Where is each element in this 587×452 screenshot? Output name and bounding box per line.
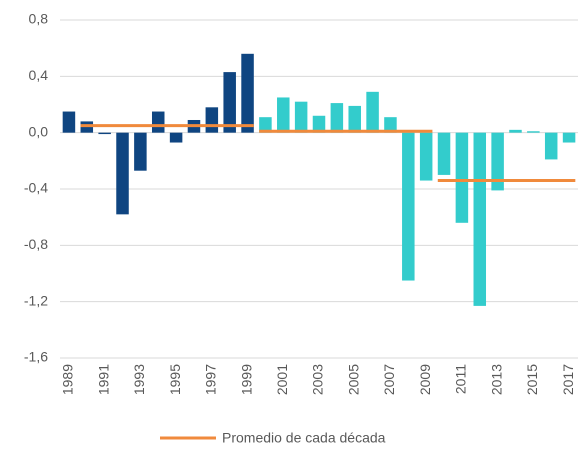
x-tick-label: 1991 [95,364,111,395]
bar [223,72,236,133]
bar [366,91,379,133]
bar [348,105,361,133]
y-tick-label: 0,4 [29,67,49,83]
bar [134,132,147,171]
x-tick-label: 2017 [560,364,576,395]
bar [402,132,415,281]
bar [116,132,129,215]
bar [151,111,165,133]
bar [62,111,76,133]
y-tick-label: -0,8 [24,236,48,252]
bar [527,131,540,133]
bar [544,132,558,160]
bar [491,132,504,191]
x-tick-label: 2003 [310,364,326,395]
x-tick-label: 1989 [60,364,76,395]
y-tick-label: -0,4 [24,180,48,196]
bar [312,115,326,133]
bar [384,117,397,133]
y-tick-label: 0,8 [29,11,49,27]
x-tick-label: 2001 [274,364,290,395]
bar [509,129,522,133]
bar [562,132,576,143]
bar [277,97,290,133]
bar [294,101,308,133]
bar [241,53,254,133]
x-tick-label: 1993 [131,364,147,395]
bar [437,132,451,175]
x-tick-label: 1997 [203,364,219,395]
x-tick-label: 2007 [381,364,397,395]
x-tick-label: 1999 [238,364,254,395]
bar [455,132,469,223]
x-tick-label: 2005 [345,364,361,395]
bar [98,132,111,135]
bar [473,132,487,306]
y-tick-label: -1,2 [24,292,48,308]
y-tick-label: 0,0 [29,123,49,139]
x-tick-label: 2011 [453,364,469,394]
y-tick-label: -1,6 [24,349,48,365]
x-tick-label: 2015 [524,364,540,395]
x-tick-label: 2009 [417,364,433,395]
x-tick-label: 1995 [167,364,183,395]
bar [205,107,219,133]
bar [259,117,272,133]
legend-label: Promedio de cada década [222,430,386,446]
bar [330,103,344,133]
x-tick-label: 2013 [488,364,504,395]
bar [419,132,433,181]
bar [169,132,183,143]
